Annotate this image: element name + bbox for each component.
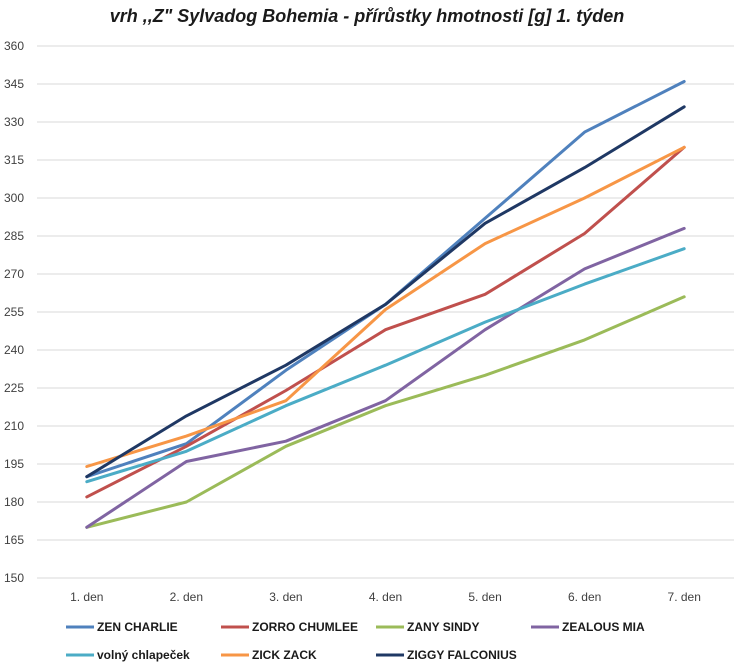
- legend: ZEN CHARLIE ZORRO CHUMLEE ZANY SINDY ZEALOU…: [66, 620, 645, 662]
- y-tick-label: 315: [4, 153, 24, 167]
- x-axis-ticks: 1. den 2. den 3. den 4. den 5. den 6. den 7. d…: [70, 590, 701, 604]
- y-tick-label: 285: [4, 229, 24, 243]
- y-tick-label: 195: [4, 457, 24, 471]
- y-tick-label: 255: [4, 305, 24, 319]
- y-tick-label: 150: [4, 571, 24, 585]
- legend-label: ZICK ZACK: [252, 648, 317, 662]
- chart-title: vrh ,,Z" Sylvadog Bohemia - přírůstky hm…: [109, 6, 625, 26]
- series-line: [85, 295, 686, 529]
- y-tick-label: 360: [4, 39, 24, 53]
- x-tick-label: 6. den: [568, 590, 601, 604]
- x-tick-label: 4. den: [369, 590, 402, 604]
- y-tick-label: 180: [4, 495, 24, 509]
- series-line: [85, 105, 686, 479]
- gridlines: [37, 45, 734, 579]
- y-tick-label: 240: [4, 343, 24, 357]
- y-tick-label: 300: [4, 191, 24, 205]
- y-tick-label: 165: [4, 533, 24, 547]
- legend-label: ZEALOUS MIA: [562, 620, 645, 634]
- x-tick-label: 5. den: [468, 590, 501, 604]
- y-tick-label: 225: [4, 381, 24, 395]
- x-tick-label: 7. den: [668, 590, 701, 604]
- y-tick-label: 270: [4, 267, 24, 281]
- series-line: [85, 226, 686, 529]
- series-line: [85, 145, 686, 468]
- legend-label: volný chlapeček: [97, 648, 190, 662]
- legend-label: ZIGGY FALCONIUS: [407, 648, 517, 662]
- x-tick-label: 3. den: [269, 590, 302, 604]
- y-axis-ticks: 150 165 180 195 210 225 240 255 270 285 300 315 330 3…: [4, 39, 24, 585]
- legend-label: ZANY SINDY: [407, 620, 479, 634]
- y-tick-label: 345: [4, 77, 24, 91]
- series-lines: [85, 80, 686, 529]
- y-tick-label: 210: [4, 419, 24, 433]
- series-line: [85, 145, 686, 499]
- legend-label: ZEN CHARLIE: [97, 620, 178, 634]
- legend-label: ZORRO CHUMLEE: [252, 620, 358, 634]
- x-tick-label: 2. den: [170, 590, 203, 604]
- series-line: [85, 247, 686, 484]
- y-tick-label: 330: [4, 115, 24, 129]
- x-tick-label: 1. den: [70, 590, 103, 604]
